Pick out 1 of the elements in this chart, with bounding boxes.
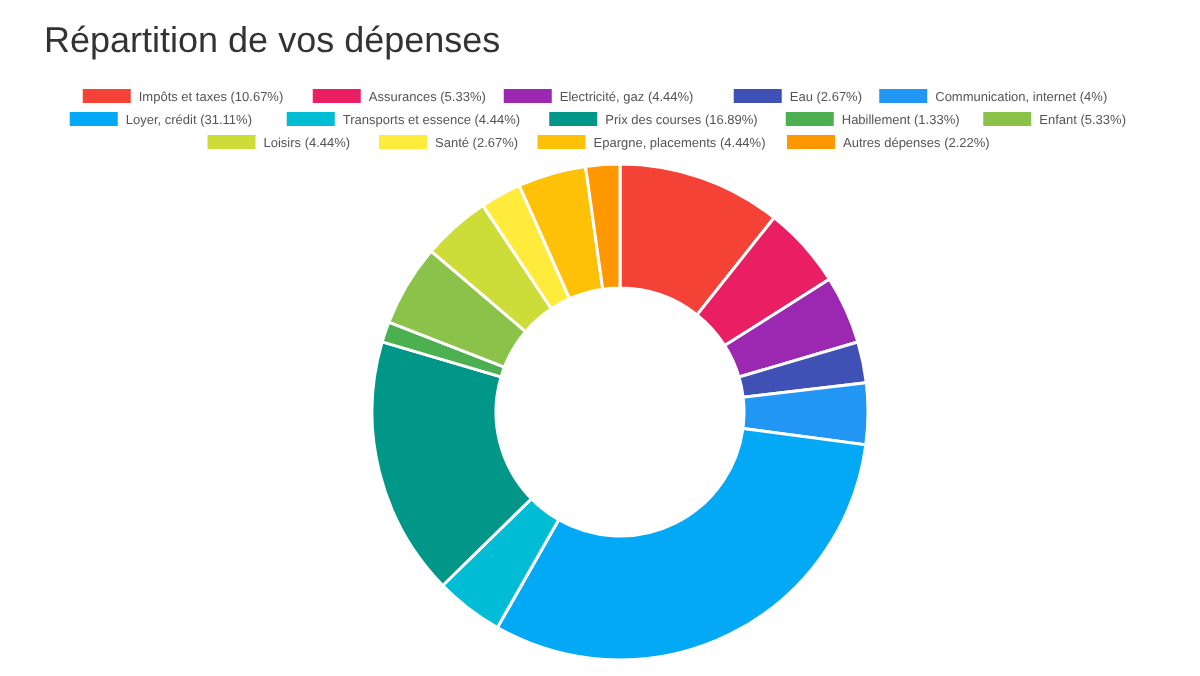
chart-title: Répartition de vos dépenses — [44, 20, 501, 60]
